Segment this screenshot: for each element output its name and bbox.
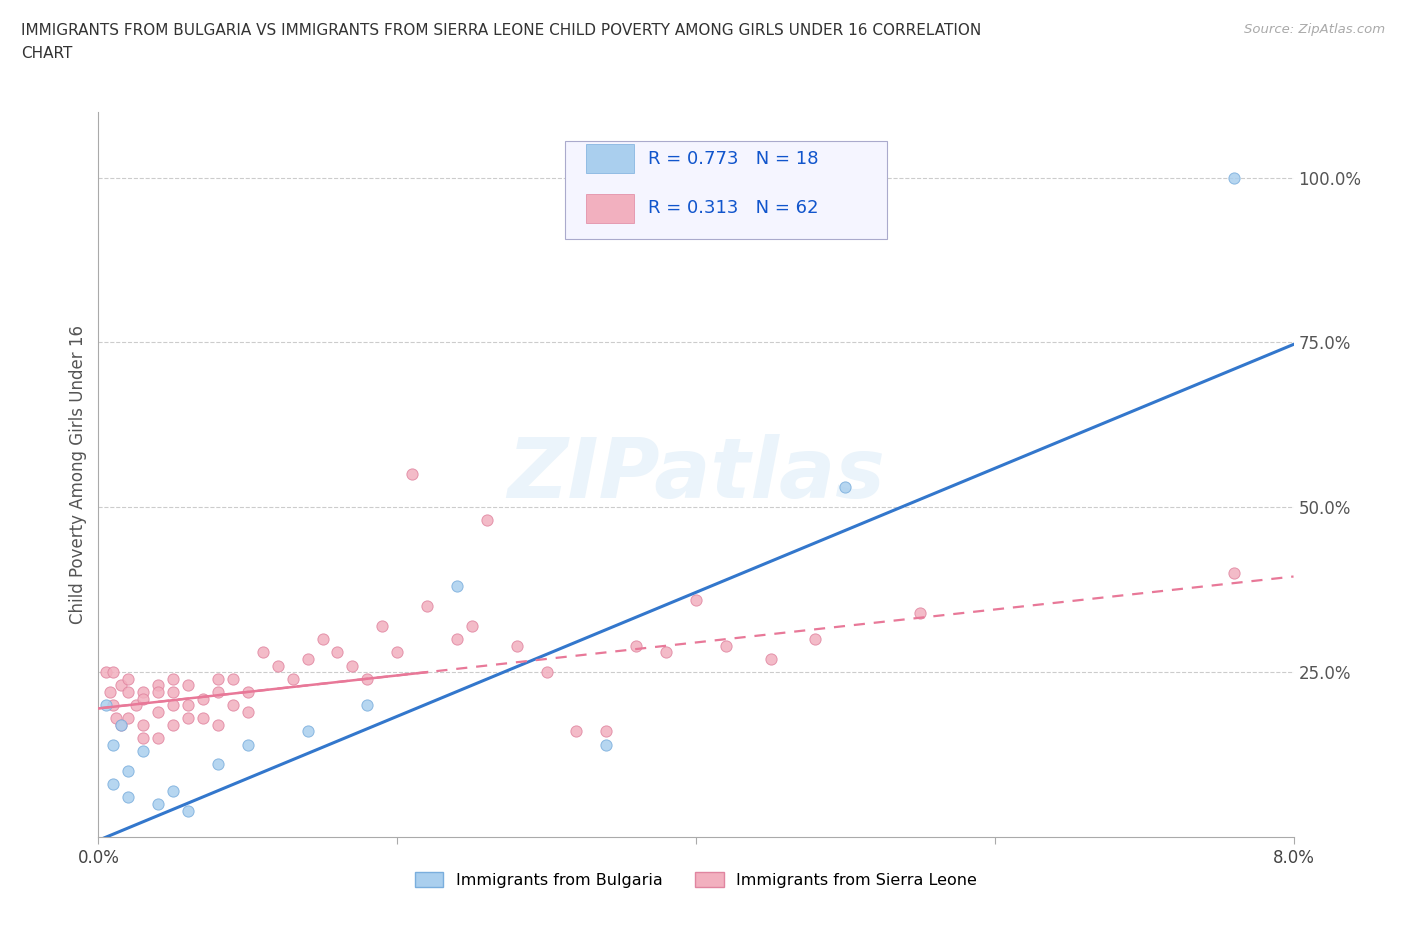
Point bbox=[207, 717, 229, 732]
Bar bbox=[586, 144, 634, 173]
Point bbox=[536, 665, 558, 680]
Point bbox=[236, 684, 259, 699]
Point bbox=[207, 671, 229, 686]
Point bbox=[191, 691, 214, 706]
Legend: Immigrants from Bulgaria, Immigrants from Sierra Leone: Immigrants from Bulgaria, Immigrants fro… bbox=[408, 866, 984, 895]
Point bbox=[177, 678, 200, 693]
Text: IMMIGRANTS FROM BULGARIA VS IMMIGRANTS FROM SIERRA LEONE CHILD POVERTY AMONG GIR: IMMIGRANTS FROM BULGARIA VS IMMIGRANTS F… bbox=[21, 23, 981, 38]
Point bbox=[222, 698, 245, 712]
Point bbox=[132, 731, 155, 746]
Point bbox=[908, 605, 931, 620]
Point bbox=[148, 731, 170, 746]
Text: ZIPatlas: ZIPatlas bbox=[508, 433, 884, 515]
Point bbox=[759, 652, 782, 667]
Point bbox=[297, 724, 319, 739]
Point bbox=[311, 631, 333, 646]
Bar bbox=[586, 193, 634, 222]
Point bbox=[117, 711, 139, 725]
Point bbox=[98, 684, 122, 699]
Point bbox=[125, 698, 148, 712]
Point bbox=[177, 804, 200, 818]
Point bbox=[207, 684, 229, 699]
Point bbox=[475, 513, 498, 528]
Point bbox=[446, 631, 468, 646]
Point bbox=[117, 671, 139, 686]
Point bbox=[685, 592, 707, 607]
Point bbox=[117, 790, 139, 804]
Point bbox=[655, 644, 678, 659]
Text: CHART: CHART bbox=[21, 46, 73, 61]
Point bbox=[105, 711, 128, 725]
Point bbox=[132, 717, 155, 732]
Point bbox=[416, 599, 439, 614]
Point bbox=[148, 797, 170, 812]
Y-axis label: Child Poverty Among Girls Under 16: Child Poverty Among Girls Under 16 bbox=[69, 325, 87, 624]
Point bbox=[565, 724, 588, 739]
Point bbox=[177, 711, 200, 725]
Point bbox=[267, 658, 290, 673]
Text: R = 0.773   N = 18: R = 0.773 N = 18 bbox=[648, 150, 818, 167]
Point bbox=[281, 671, 304, 686]
Point bbox=[207, 757, 229, 772]
Point bbox=[1223, 565, 1246, 580]
Point bbox=[191, 711, 214, 725]
Point bbox=[148, 684, 170, 699]
Point bbox=[252, 644, 274, 659]
Point bbox=[162, 671, 184, 686]
Point bbox=[385, 644, 409, 659]
Point bbox=[148, 678, 170, 693]
Point bbox=[94, 665, 117, 680]
Point bbox=[236, 737, 259, 752]
Point bbox=[222, 671, 245, 686]
Point bbox=[162, 698, 184, 712]
Point bbox=[103, 777, 125, 791]
Point bbox=[714, 638, 737, 653]
Point bbox=[461, 618, 484, 633]
Point bbox=[1223, 170, 1246, 185]
Point bbox=[103, 665, 125, 680]
Point bbox=[94, 698, 117, 712]
Point bbox=[356, 698, 378, 712]
Point bbox=[132, 744, 155, 759]
Point bbox=[356, 671, 378, 686]
Point bbox=[132, 691, 155, 706]
Point bbox=[371, 618, 394, 633]
Point bbox=[162, 783, 184, 798]
Point bbox=[103, 737, 125, 752]
Point bbox=[326, 644, 349, 659]
Text: Source: ZipAtlas.com: Source: ZipAtlas.com bbox=[1244, 23, 1385, 36]
Text: R = 0.313   N = 62: R = 0.313 N = 62 bbox=[648, 199, 818, 217]
Point bbox=[342, 658, 364, 673]
Point bbox=[804, 631, 827, 646]
Point bbox=[595, 737, 617, 752]
Point bbox=[446, 579, 468, 594]
Point bbox=[297, 652, 319, 667]
Point bbox=[110, 717, 132, 732]
Point bbox=[162, 684, 184, 699]
Point bbox=[162, 717, 184, 732]
Point bbox=[595, 724, 617, 739]
Point bbox=[117, 764, 139, 778]
Point bbox=[148, 704, 170, 719]
Point bbox=[177, 698, 200, 712]
Point bbox=[117, 684, 139, 699]
Point bbox=[110, 717, 132, 732]
Point bbox=[236, 704, 259, 719]
Point bbox=[103, 698, 125, 712]
Point bbox=[110, 678, 132, 693]
FancyBboxPatch shape bbox=[565, 140, 887, 239]
Point bbox=[132, 684, 155, 699]
Point bbox=[401, 467, 423, 482]
Point bbox=[626, 638, 648, 653]
Point bbox=[506, 638, 529, 653]
Point bbox=[834, 480, 856, 495]
